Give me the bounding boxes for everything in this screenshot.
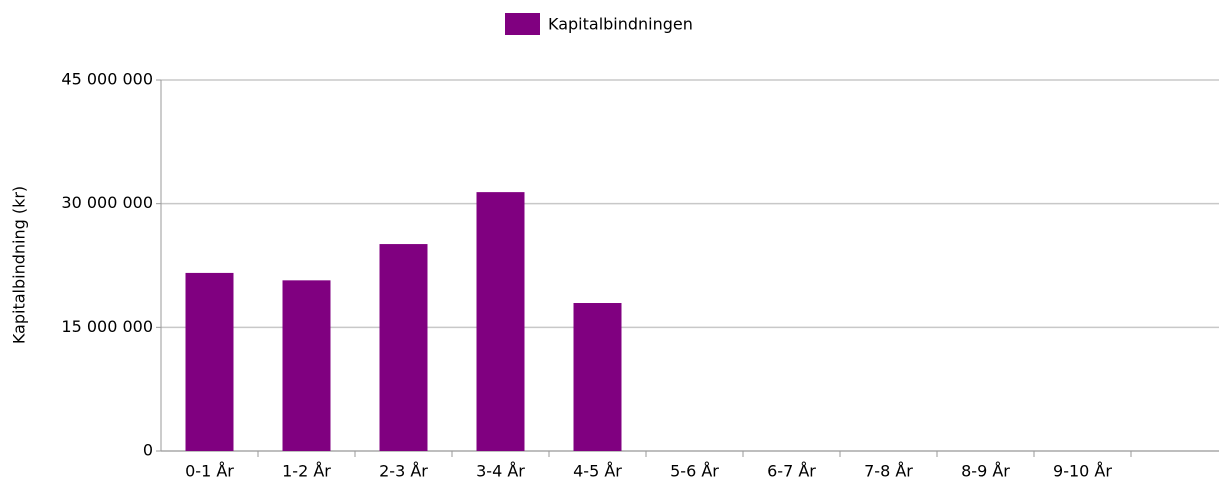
- x-tick-label: 0-1 År: [185, 462, 234, 481]
- x-tick-label: 3-4 År: [476, 462, 525, 481]
- bar: [573, 303, 622, 451]
- y-tick-label: 15 000 000: [61, 317, 153, 336]
- x-tick-label: 8-9 År: [961, 462, 1010, 481]
- x-tick-label: 6-7 År: [767, 462, 816, 481]
- x-tick-label: 1-2 År: [282, 462, 331, 481]
- bar: [282, 280, 331, 451]
- y-axis-label: Kapitalbindning (kr): [10, 186, 29, 344]
- legend-swatch: [505, 13, 540, 35]
- bar: [185, 272, 234, 451]
- y-tick-label: 0: [143, 441, 153, 460]
- bar: [379, 244, 428, 451]
- x-tick-label: 9-10 År: [1053, 462, 1112, 481]
- y-tick-label: 45 000 000: [61, 70, 153, 89]
- x-tick-label: 4-5 År: [573, 462, 622, 481]
- x-tick-label: 5-6 År: [670, 462, 719, 481]
- y-tick-label: 30 000 000: [61, 193, 153, 212]
- legend-label: Kapitalbindningen: [548, 15, 693, 34]
- x-tick-label: 2-3 År: [379, 462, 428, 481]
- x-tick-label: 7-8 År: [864, 462, 913, 481]
- bar: [476, 192, 525, 451]
